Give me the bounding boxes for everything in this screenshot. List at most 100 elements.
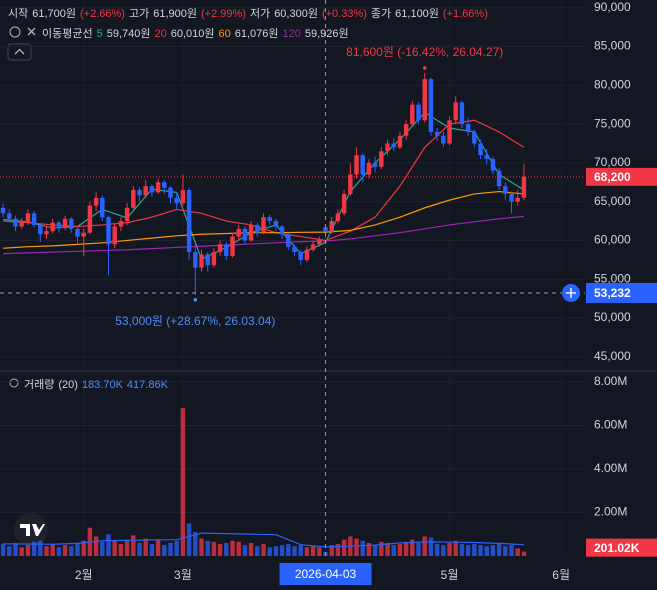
volume-bar [112, 540, 117, 556]
candle-body [490, 159, 496, 171]
candle-body [131, 190, 136, 208]
x-tick-label: 3월 [174, 568, 192, 582]
volume-bar [211, 541, 217, 556]
volume-bar [428, 537, 434, 556]
ohlc-name: 고가 [128, 8, 150, 20]
ma-period: 5 [96, 28, 103, 40]
y-tick-label: 55,000 [594, 271, 631, 285]
volume-visibility-icon[interactable] [9, 378, 19, 388]
ohlc-name: 종가 [370, 8, 392, 20]
volume-bar [50, 544, 55, 556]
candle-body [56, 222, 62, 229]
volume-ma-line [3, 532, 524, 548]
collapse-chevron[interactable] [14, 48, 25, 55]
volume-bar [248, 542, 254, 556]
candle-body [149, 186, 155, 193]
ma-value: 59,740원 [106, 28, 151, 40]
volume-bar [503, 546, 508, 556]
candle-body [379, 151, 384, 167]
y-tick-label: 70,000 [594, 155, 631, 169]
candle-body [168, 187, 173, 198]
candle-body [217, 244, 223, 253]
volume-bar [25, 545, 31, 556]
logo-circle [14, 513, 48, 547]
candle-body [38, 224, 43, 235]
crosshair-price-box [586, 282, 657, 303]
collapse-button[interactable] [7, 43, 32, 61]
logo-mark [20, 524, 45, 536]
candle-body [304, 249, 310, 260]
candle-body [19, 221, 24, 227]
close-icon[interactable] [27, 27, 36, 36]
volume-bar [0, 544, 6, 556]
candle-body [118, 221, 124, 227]
ohlc-value: 61,900원 [153, 8, 197, 20]
candle-body [186, 190, 192, 253]
volume-bar [118, 544, 124, 556]
candle-body [496, 170, 502, 187]
candle-body [335, 213, 341, 222]
candle-body [193, 252, 198, 268]
volume-bar [56, 547, 62, 556]
ma-icons [9, 26, 36, 38]
ohlc-change: (+0.33%) [321, 8, 367, 20]
candle-body [13, 218, 18, 227]
candle-body [31, 213, 37, 225]
volume-bar [199, 538, 204, 556]
volume-bar [162, 545, 167, 556]
candle-body [484, 155, 489, 160]
volume-bar [521, 551, 527, 556]
volume-bar [490, 545, 496, 556]
ohlc-value: 61,100원 [395, 8, 439, 20]
candle-body [329, 221, 334, 232]
volume-title: 거래량 [24, 379, 55, 391]
volume-bar [124, 539, 130, 556]
ma-line [3, 215, 524, 255]
candle-body [100, 197, 105, 218]
volume-last-label: 201.02K [594, 541, 640, 555]
crosshair-date-label: 2026-04-03 [295, 567, 357, 581]
add-alert-plus [566, 287, 576, 298]
ohlc-change: (+2.66%) [80, 8, 125, 20]
candle-body [397, 135, 403, 148]
volume-bar [69, 546, 74, 556]
candle-body [286, 234, 291, 247]
candle-body [174, 197, 179, 204]
candle-body [428, 79, 434, 132]
candle-body [50, 222, 55, 232]
crosshair-price-label: 53,232 [594, 286, 631, 300]
volume-bar [410, 539, 415, 556]
volume-bar [236, 541, 241, 556]
volume-bar [385, 542, 390, 556]
last-price-label: 68,200 [594, 170, 631, 184]
ohlc-change: (+2.99%) [200, 8, 246, 20]
visibility-icon[interactable] [9, 26, 21, 38]
volume-bar [403, 541, 409, 556]
candle-body [267, 217, 272, 222]
candles [0, 72, 527, 295]
candle-body [459, 102, 465, 125]
ma-period: 60 [218, 28, 231, 40]
collapse-frame[interactable] [7, 43, 32, 61]
x-tick-label: 2월 [75, 568, 93, 582]
annotation-marker [193, 297, 198, 302]
candle-body [478, 143, 483, 156]
candle-body [310, 244, 316, 250]
volume-bar [230, 540, 235, 556]
candle-body [87, 205, 93, 233]
volume-bar [515, 548, 520, 556]
volume-last-box [586, 538, 657, 557]
y-tick-label: 75,000 [594, 116, 631, 130]
volume-bar [391, 545, 396, 556]
volume-bar [298, 545, 303, 556]
volume-bar [100, 541, 105, 556]
volume-bar [81, 540, 86, 556]
volume-bar [317, 547, 322, 556]
candle-body [385, 143, 390, 152]
candle-body [410, 104, 415, 125]
grid [0, 7, 585, 514]
candle-body [230, 236, 235, 256]
volume-bar [416, 542, 421, 556]
add-alert-button[interactable] [562, 283, 580, 302]
